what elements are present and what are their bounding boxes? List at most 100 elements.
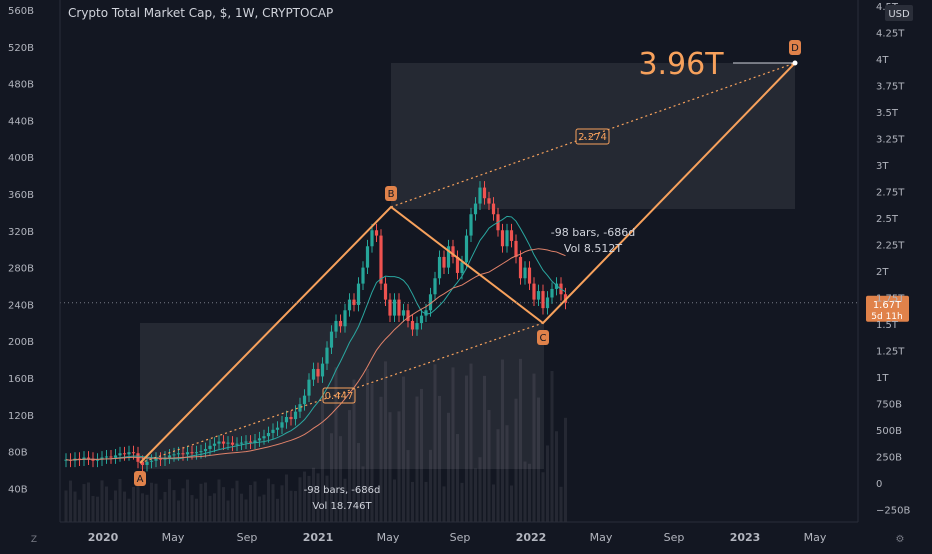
volume-bar: [357, 443, 360, 522]
candle-body: [244, 441, 248, 443]
left-axis-tick: 200B: [8, 337, 34, 348]
candle-body: [388, 299, 392, 316]
candle-body: [464, 235, 469, 263]
candle-body: [82, 457, 86, 460]
moving-averages: [65, 215, 566, 461]
candle-body: [86, 457, 91, 459]
volume-bar: [294, 491, 297, 522]
candle-body: [199, 451, 203, 453]
volume-bar: [528, 463, 531, 522]
volume-bar: [325, 475, 329, 522]
volume-bar: [370, 383, 374, 522]
volume-bar: [262, 494, 266, 522]
volume-bar: [195, 498, 198, 522]
volume-bar: [253, 481, 257, 522]
pattern-point-label: A: [137, 474, 144, 485]
range-boxes: [140, 63, 795, 469]
candle-body: [352, 299, 356, 305]
candle-body: [482, 187, 487, 199]
volume-bar: [478, 457, 482, 522]
volume-bar: [397, 411, 401, 522]
candle-body: [167, 455, 172, 458]
volume-bar: [429, 449, 432, 522]
volume-bar: [280, 485, 284, 522]
candle-body: [127, 452, 131, 455]
candle-body: [518, 256, 523, 279]
volume-bar: [375, 486, 378, 522]
left-axis-tick: 360B: [8, 190, 34, 201]
volume-bar: [231, 488, 234, 522]
left-axis-tick: 440B: [8, 116, 34, 127]
volume-bar: [433, 364, 437, 522]
volume-bar: [240, 493, 243, 522]
volume-bar: [492, 484, 495, 522]
volume-bar: [118, 479, 122, 522]
volume-bar: [546, 445, 549, 522]
x-axis-tick: May: [804, 531, 827, 544]
candle-body: [397, 299, 401, 316]
volume-bar: [442, 486, 446, 522]
right-axis-tick: 1.5T: [876, 320, 899, 331]
pattern-point-label: D: [791, 43, 799, 54]
candle-body: [356, 283, 361, 305]
candle-body: [428, 294, 433, 311]
volume-bar: [505, 425, 509, 522]
candle-body: [536, 291, 541, 300]
currency-button-bg[interactable]: [885, 5, 913, 21]
right-axis-tick: 0: [876, 479, 882, 490]
volume-bar: [177, 500, 180, 522]
right-axis-tick: 3T: [876, 161, 889, 172]
right-axis-tick: 1.75T: [876, 294, 905, 305]
range-bottom-bars: -98 bars, -686d: [304, 485, 381, 496]
candle-body: [343, 310, 347, 327]
candle-body: [172, 454, 176, 456]
volume-bar: [136, 471, 140, 522]
candle-body: [298, 404, 302, 412]
right-axis-tick: 1.25T: [876, 347, 905, 358]
volume-bar: [87, 482, 90, 522]
x-axis-tick: 2021: [303, 531, 334, 544]
candle-body: [293, 411, 298, 420]
x-axis-tick: 2023: [730, 531, 761, 544]
right-axis-tick: 2.25T: [876, 241, 905, 252]
volume-bar: [501, 359, 504, 522]
candle-body: [419, 315, 424, 324]
candle-body: [334, 320, 338, 332]
volume-bar: [555, 431, 558, 522]
volume-bar: [379, 396, 383, 522]
volume-bar: [235, 480, 239, 522]
volume-bar: [532, 373, 536, 522]
candle-body: [302, 395, 307, 405]
volume-bar: [199, 483, 203, 522]
candle-body: [104, 456, 109, 458]
currency-button[interactable]: USD: [888, 9, 910, 20]
left-axis-tick: 280B: [8, 264, 34, 275]
candle-body: [262, 436, 266, 439]
right-axis-tick: 750B: [876, 400, 902, 411]
ratio-label-box: [322, 387, 356, 404]
candle-body: [442, 256, 446, 268]
candle-body: [311, 368, 316, 380]
left-axis-tick: 160B: [8, 374, 34, 385]
ratio-label: 2.274: [578, 132, 607, 143]
candle-body: [410, 320, 415, 330]
volume-bar: [321, 395, 324, 522]
volume-bar: [73, 491, 77, 522]
candle-body: [500, 230, 505, 247]
x-axis-tick: May: [377, 531, 400, 544]
volume-bar: [190, 495, 194, 522]
candle-body: [505, 230, 509, 247]
volume-bar: [510, 485, 513, 522]
volume-bar: [519, 358, 522, 522]
candle-body: [77, 458, 82, 460]
candle-body: [455, 256, 460, 273]
candle-body: [383, 283, 388, 300]
pattern-point-label: B: [388, 189, 395, 200]
price-label-countdown: 5d 11h: [871, 312, 902, 322]
ratio-label: 0.447: [325, 391, 354, 402]
volume-bar: [172, 490, 176, 522]
candle-body: [203, 448, 208, 452]
abcd-pattern-line: [139, 62, 796, 464]
volume-bar: [267, 478, 270, 522]
